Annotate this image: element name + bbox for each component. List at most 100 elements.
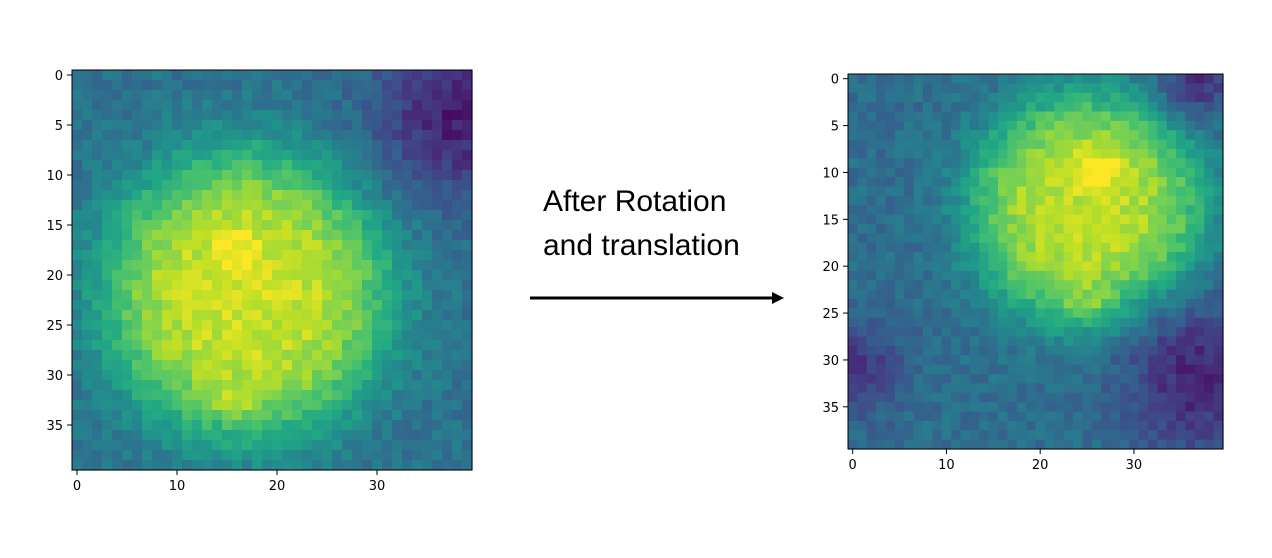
- heatmap-cell: [1110, 299, 1121, 309]
- heatmap-cell: [951, 355, 962, 366]
- y-tick-label: 25: [46, 319, 63, 334]
- heatmap-cell: [1148, 74, 1158, 84]
- heatmap-cell: [252, 100, 263, 111]
- heatmap-cell: [1110, 177, 1121, 188]
- heatmap-cell: [1110, 261, 1121, 272]
- heatmap-cell: [92, 150, 103, 161]
- heatmap-cell: [1063, 224, 1074, 234]
- heatmap-cell: [1185, 392, 1196, 403]
- heatmap-cell: [876, 336, 887, 347]
- heatmap-cell: [1204, 177, 1215, 188]
- heatmap-cell: [412, 80, 423, 91]
- heatmap-cell: [452, 420, 463, 431]
- heatmap-cell: [1082, 355, 1093, 366]
- heatmap-cell: [322, 370, 333, 381]
- heatmap-cell: [142, 450, 153, 461]
- heatmap-cell: [1063, 392, 1074, 403]
- heatmap-cell: [322, 330, 333, 341]
- heatmap-cell: [142, 440, 153, 451]
- heatmap-cell: [92, 320, 103, 331]
- heatmap-cell: [988, 252, 999, 263]
- heatmap-cell: [1007, 261, 1018, 272]
- heatmap-cell: [1091, 317, 1102, 328]
- heatmap-cell: [1157, 336, 1168, 347]
- heatmap-cell: [866, 439, 877, 450]
- heatmap-cell: [1091, 233, 1102, 244]
- heatmap-cell: [923, 102, 933, 113]
- heatmap-cell: [302, 220, 313, 231]
- heatmap-cell: [998, 364, 1008, 375]
- heatmap-cell: [960, 102, 971, 113]
- heatmap-cell: [432, 390, 443, 401]
- heatmap-cell: [312, 380, 323, 391]
- heatmap-cell: [452, 430, 463, 441]
- heatmap-cell: [282, 370, 293, 381]
- heatmap-cell: [372, 350, 383, 361]
- heatmap-cell: [848, 167, 858, 178]
- heatmap-cell: [1091, 158, 1102, 169]
- heatmap-cell: [92, 430, 103, 441]
- heatmap-cell: [412, 330, 423, 341]
- heatmap-cell: [362, 100, 373, 111]
- heatmap-cell: [402, 420, 413, 431]
- heatmap-cell: [162, 320, 173, 331]
- heatmap-cell: [72, 240, 83, 251]
- heatmap-cell: [372, 80, 383, 91]
- heatmap-cell: [112, 410, 123, 421]
- heatmap-cell: [432, 230, 443, 241]
- heatmap-cell: [1157, 402, 1168, 413]
- heatmap-cell: [1213, 439, 1224, 450]
- heatmap-cell: [1185, 289, 1196, 300]
- heatmap-cell: [222, 430, 233, 441]
- heatmap-cell: [142, 260, 153, 271]
- heatmap-cell: [102, 210, 113, 221]
- heatmap-cell: [848, 336, 858, 347]
- heatmap-cell: [904, 92, 915, 103]
- heatmap-cell: [932, 224, 943, 234]
- heatmap-cell: [960, 214, 971, 225]
- heatmap-cell: [894, 233, 905, 244]
- heatmap-cell: [998, 74, 1008, 84]
- heatmap-cell: [1073, 430, 1083, 441]
- heatmap-cell: [102, 140, 113, 151]
- heatmap-cell: [292, 360, 303, 371]
- y-tick-label: 30: [46, 369, 63, 384]
- heatmap-cell: [302, 290, 313, 301]
- heatmap-cell: [102, 390, 113, 401]
- heatmap-cell: [342, 370, 353, 381]
- heatmap-cell: [332, 260, 343, 271]
- heatmap-cell: [362, 130, 373, 141]
- heatmap-cell: [282, 90, 293, 101]
- heatmap-cell: [242, 400, 253, 411]
- heatmap-cell: [282, 280, 293, 291]
- heatmap-cell: [1204, 411, 1215, 422]
- heatmap-cell: [142, 100, 153, 111]
- heatmap-cell: [202, 170, 213, 181]
- heatmap-cell: [913, 374, 924, 384]
- heatmap-cell: [342, 400, 353, 411]
- heatmap-cell: [1176, 270, 1187, 281]
- heatmap-cell: [452, 190, 463, 201]
- heatmap-cell: [1194, 252, 1205, 263]
- heatmap-cell: [1185, 149, 1196, 159]
- heatmap-cell: [1063, 308, 1074, 319]
- heatmap-cell: [402, 310, 413, 321]
- heatmap-cell: [848, 327, 858, 338]
- heatmap-cell: [82, 70, 93, 81]
- heatmap-cell: [342, 120, 353, 131]
- heatmap-cell: [951, 327, 962, 338]
- heatmap-cell: [1082, 158, 1093, 169]
- heatmap-cell: [242, 260, 253, 271]
- heatmap-cell: [932, 205, 943, 216]
- heatmap-cell: [72, 400, 83, 411]
- heatmap-cell: [904, 345, 915, 356]
- heatmap-cell: [848, 139, 858, 150]
- heatmap-cell: [1082, 261, 1093, 272]
- heatmap-cell: [322, 350, 333, 361]
- heatmap-cell: [932, 317, 943, 328]
- heatmap-cell: [913, 383, 924, 394]
- heatmap-cell: [885, 224, 896, 234]
- heatmap-cell: [894, 102, 905, 113]
- heatmap-cell: [1166, 261, 1177, 272]
- heatmap-cell: [312, 260, 323, 271]
